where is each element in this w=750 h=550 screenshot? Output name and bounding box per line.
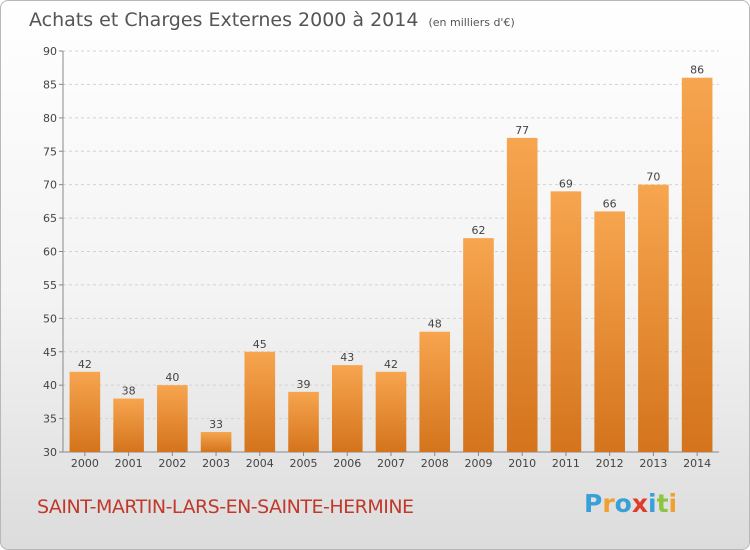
- y-tick-label: 35: [43, 413, 57, 426]
- x-tick-label: 2004: [246, 457, 274, 470]
- x-tick-label: 2007: [377, 457, 405, 470]
- y-tick-label: 60: [43, 246, 57, 259]
- y-tick-label: 85: [43, 78, 57, 91]
- x-tick-label: 2002: [158, 457, 186, 470]
- proxiti-logo[interactable]: Proxiti: [584, 489, 677, 518]
- bar-value-label: 43: [340, 351, 354, 364]
- bar: [550, 191, 582, 452]
- y-tick-label: 75: [43, 145, 57, 158]
- bar: [157, 385, 188, 452]
- y-tick-label: 80: [43, 112, 57, 125]
- bar: [244, 351, 276, 452]
- y-tick-label: 65: [43, 212, 57, 225]
- bar: [419, 331, 451, 452]
- y-tick-label: 50: [43, 312, 57, 325]
- bars: 42 38 40 33 45 39 43 42 48 62 77 69 66 70 86: [69, 64, 713, 452]
- chart-title: Achats et Charges Externes 2000 à 2014 (e…: [29, 9, 515, 31]
- bar-value-label: 86: [690, 64, 704, 77]
- y-tick-label: 45: [43, 346, 57, 359]
- bar-value-label: 39: [297, 378, 311, 391]
- unit-note: (en milliers d'€): [428, 16, 515, 29]
- y-tick-label: 70: [43, 179, 57, 192]
- bar: [375, 371, 407, 452]
- logo-letter: P: [584, 489, 603, 518]
- y-tick-label: 30: [43, 446, 57, 459]
- x-tick-label: 2003: [202, 457, 230, 470]
- logo-letter: o: [614, 489, 632, 518]
- bar: [594, 211, 625, 452]
- x-tick-label: 2013: [639, 457, 667, 470]
- x-tick-label: 2001: [115, 457, 143, 470]
- bar: [69, 371, 101, 452]
- bar-value-label: 33: [209, 418, 223, 431]
- bar-value-label: 42: [78, 358, 92, 371]
- x-tick-label: 2008: [421, 457, 449, 470]
- bar-value-label: 62: [471, 224, 485, 237]
- bar-value-label: 42: [384, 358, 398, 371]
- title-text: Achats et Charges Externes 2000 à 2014: [29, 9, 419, 31]
- x-tick-label: 2012: [596, 457, 624, 470]
- bar-value-label: 69: [559, 177, 573, 190]
- bar-value-label: 38: [122, 385, 136, 398]
- y-tick-label: 90: [43, 45, 57, 58]
- bar: [288, 391, 319, 452]
- x-tick-label: 2009: [464, 457, 492, 470]
- x-tick-label: 2011: [552, 457, 580, 470]
- bar-value-label: 48: [428, 318, 442, 331]
- bar-value-label: 77: [515, 124, 529, 137]
- bar: [638, 184, 669, 452]
- axes: 30 35 40 45 50 55 60 65 70 75 80 85 90 2000 2001 2002 20…: [43, 45, 719, 470]
- x-tick-label: 2010: [508, 457, 536, 470]
- logo-letter: t: [656, 489, 669, 518]
- x-tick-label: 2000: [71, 457, 99, 470]
- bar-value-label: 66: [603, 197, 617, 210]
- x-tick-label: 2005: [290, 457, 318, 470]
- x-tick-label: 2006: [333, 457, 361, 470]
- bar-value-label: 40: [165, 371, 179, 384]
- bar-value-label: 45: [253, 338, 267, 351]
- bar-value-label: 70: [646, 171, 660, 184]
- y-tick-label: 55: [43, 279, 57, 292]
- y-tick-label: 40: [43, 379, 57, 392]
- bar: [331, 365, 363, 452]
- bar: [200, 431, 232, 452]
- bar: [506, 137, 538, 452]
- logo-letter: x: [631, 489, 648, 518]
- commune-name: SAINT-MARTIN-LARS-EN-SAINTE-HERMINE: [37, 496, 414, 518]
- bar: [113, 398, 144, 452]
- logo-letter: i: [648, 489, 657, 518]
- bar: [463, 238, 494, 452]
- x-tick-label: 2014: [683, 457, 711, 470]
- logo-letter: i: [668, 489, 678, 518]
- logo-letter: r: [602, 489, 615, 518]
- bar: [681, 77, 713, 452]
